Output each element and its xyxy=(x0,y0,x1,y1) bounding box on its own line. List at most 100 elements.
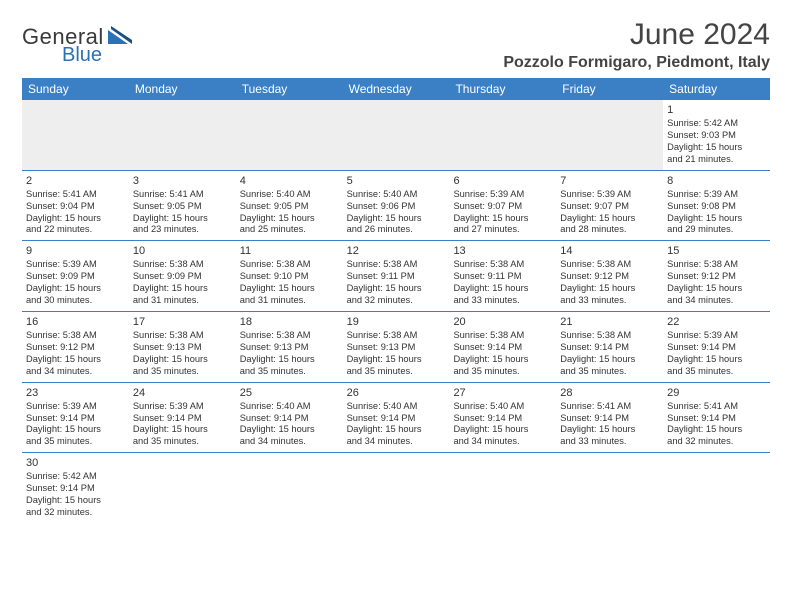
calendar-empty-cell xyxy=(556,453,663,523)
day-info-line: Sunset: 9:07 PM xyxy=(453,201,552,213)
weekday-header: Saturday xyxy=(663,78,770,100)
day-info-line: Daylight: 15 hours xyxy=(347,354,446,366)
day-info-line: Sunrise: 5:39 AM xyxy=(560,189,659,201)
day-number: 1 xyxy=(667,103,766,117)
day-number: 24 xyxy=(133,386,232,400)
calendar-empty-cell xyxy=(22,100,129,170)
day-number: 3 xyxy=(133,174,232,188)
day-info-line: Sunset: 9:08 PM xyxy=(667,201,766,213)
day-info-line: Sunrise: 5:38 AM xyxy=(453,259,552,271)
day-info-line: Sunrise: 5:42 AM xyxy=(667,118,766,130)
day-info-line: Sunset: 9:06 PM xyxy=(347,201,446,213)
day-info-line: Sunrise: 5:42 AM xyxy=(26,471,125,483)
day-number: 30 xyxy=(26,456,125,470)
calendar-day-cell: 22Sunrise: 5:39 AMSunset: 9:14 PMDayligh… xyxy=(663,312,770,382)
day-info-line: Daylight: 15 hours xyxy=(560,213,659,225)
day-info-line: Sunset: 9:14 PM xyxy=(560,413,659,425)
day-info-line: and 21 minutes. xyxy=(667,154,766,166)
day-info-line: Daylight: 15 hours xyxy=(453,213,552,225)
calendar-day-cell: 7Sunrise: 5:39 AMSunset: 9:07 PMDaylight… xyxy=(556,171,663,241)
calendar-grid: Sunday Monday Tuesday Wednesday Thursday… xyxy=(22,78,770,523)
day-number: 15 xyxy=(667,244,766,258)
day-info-line: Sunrise: 5:38 AM xyxy=(347,330,446,342)
day-info-line: and 25 minutes. xyxy=(240,224,339,236)
day-info-line: Sunrise: 5:40 AM xyxy=(347,189,446,201)
day-info-line: Sunrise: 5:38 AM xyxy=(26,330,125,342)
day-info-line: and 32 minutes. xyxy=(26,507,125,519)
calendar-day-cell: 20Sunrise: 5:38 AMSunset: 9:14 PMDayligh… xyxy=(449,312,556,382)
calendar-day-cell: 26Sunrise: 5:40 AMSunset: 9:14 PMDayligh… xyxy=(343,383,450,453)
day-number: 27 xyxy=(453,386,552,400)
day-info-line: Sunset: 9:13 PM xyxy=(347,342,446,354)
day-info-line: Sunset: 9:14 PM xyxy=(347,413,446,425)
day-number: 21 xyxy=(560,315,659,329)
day-info-line: Sunrise: 5:38 AM xyxy=(240,330,339,342)
day-info-line: and 32 minutes. xyxy=(347,295,446,307)
day-info-line: Sunset: 9:14 PM xyxy=(667,342,766,354)
day-number: 19 xyxy=(347,315,446,329)
day-info-line: Sunset: 9:11 PM xyxy=(347,271,446,283)
day-info-line: Sunset: 9:12 PM xyxy=(560,271,659,283)
weekday-header: Tuesday xyxy=(236,78,343,100)
day-info-line: Sunrise: 5:38 AM xyxy=(347,259,446,271)
calendar-empty-cell xyxy=(129,100,236,170)
weekday-header-row: Sunday Monday Tuesday Wednesday Thursday… xyxy=(22,78,770,100)
logo-triangle-icon xyxy=(108,26,134,49)
day-info-line: Daylight: 15 hours xyxy=(240,424,339,436)
day-info-line: and 28 minutes. xyxy=(560,224,659,236)
calendar-day-cell: 3Sunrise: 5:41 AMSunset: 9:05 PMDaylight… xyxy=(129,171,236,241)
calendar-day-cell: 28Sunrise: 5:41 AMSunset: 9:14 PMDayligh… xyxy=(556,383,663,453)
calendar-day-cell: 13Sunrise: 5:38 AMSunset: 9:11 PMDayligh… xyxy=(449,241,556,311)
day-info-line: Sunset: 9:14 PM xyxy=(26,413,125,425)
calendar-week-row: 16Sunrise: 5:38 AMSunset: 9:12 PMDayligh… xyxy=(22,312,770,383)
day-info-line: Sunrise: 5:38 AM xyxy=(667,259,766,271)
calendar-day-cell: 23Sunrise: 5:39 AMSunset: 9:14 PMDayligh… xyxy=(22,383,129,453)
day-info-line: and 35 minutes. xyxy=(240,366,339,378)
day-number: 7 xyxy=(560,174,659,188)
day-info-line: and 33 minutes. xyxy=(453,295,552,307)
day-info-line: Sunrise: 5:40 AM xyxy=(240,401,339,413)
calendar-day-cell: 12Sunrise: 5:38 AMSunset: 9:11 PMDayligh… xyxy=(343,241,450,311)
day-info-line: Sunset: 9:07 PM xyxy=(560,201,659,213)
day-info-line: Sunrise: 5:39 AM xyxy=(453,189,552,201)
day-info-line: and 35 minutes. xyxy=(667,366,766,378)
day-info-line: and 35 minutes. xyxy=(26,436,125,448)
day-info-line: Sunrise: 5:39 AM xyxy=(667,189,766,201)
weekday-header: Wednesday xyxy=(343,78,450,100)
calendar-day-cell: 9Sunrise: 5:39 AMSunset: 9:09 PMDaylight… xyxy=(22,241,129,311)
calendar-day-cell: 27Sunrise: 5:40 AMSunset: 9:14 PMDayligh… xyxy=(449,383,556,453)
day-info-line: and 34 minutes. xyxy=(453,436,552,448)
day-info-line: and 34 minutes. xyxy=(347,436,446,448)
day-info-line: and 35 minutes. xyxy=(133,436,232,448)
calendar-empty-cell xyxy=(449,100,556,170)
day-number: 10 xyxy=(133,244,232,258)
day-info-line: Daylight: 15 hours xyxy=(453,354,552,366)
day-info-line: Sunrise: 5:41 AM xyxy=(560,401,659,413)
day-info-line: Sunset: 9:14 PM xyxy=(453,413,552,425)
calendar-empty-cell xyxy=(343,100,450,170)
day-info-line: Sunrise: 5:38 AM xyxy=(560,330,659,342)
day-info-line: Daylight: 15 hours xyxy=(133,354,232,366)
calendar-day-cell: 4Sunrise: 5:40 AMSunset: 9:05 PMDaylight… xyxy=(236,171,343,241)
day-info-line: Daylight: 15 hours xyxy=(26,495,125,507)
calendar-day-cell: 21Sunrise: 5:38 AMSunset: 9:14 PMDayligh… xyxy=(556,312,663,382)
day-info-line: Daylight: 15 hours xyxy=(26,354,125,366)
day-info-line: Sunrise: 5:38 AM xyxy=(133,330,232,342)
weekday-header: Sunday xyxy=(22,78,129,100)
day-info-line: Daylight: 15 hours xyxy=(667,213,766,225)
day-info-line: and 35 minutes. xyxy=(453,366,552,378)
day-info-line: Sunrise: 5:38 AM xyxy=(240,259,339,271)
calendar-week-row: 2Sunrise: 5:41 AMSunset: 9:04 PMDaylight… xyxy=(22,171,770,242)
calendar-day-cell: 25Sunrise: 5:40 AMSunset: 9:14 PMDayligh… xyxy=(236,383,343,453)
calendar-day-cell: 2Sunrise: 5:41 AMSunset: 9:04 PMDaylight… xyxy=(22,171,129,241)
day-info-line: Sunrise: 5:40 AM xyxy=(240,189,339,201)
day-info-line: and 23 minutes. xyxy=(133,224,232,236)
day-info-line: Daylight: 15 hours xyxy=(667,424,766,436)
day-info-line: Sunrise: 5:38 AM xyxy=(560,259,659,271)
day-number: 16 xyxy=(26,315,125,329)
weekday-header: Monday xyxy=(129,78,236,100)
day-info-line: Daylight: 15 hours xyxy=(26,213,125,225)
day-info-line: Sunset: 9:05 PM xyxy=(133,201,232,213)
day-number: 25 xyxy=(240,386,339,400)
day-info-line: Sunset: 9:14 PM xyxy=(667,413,766,425)
